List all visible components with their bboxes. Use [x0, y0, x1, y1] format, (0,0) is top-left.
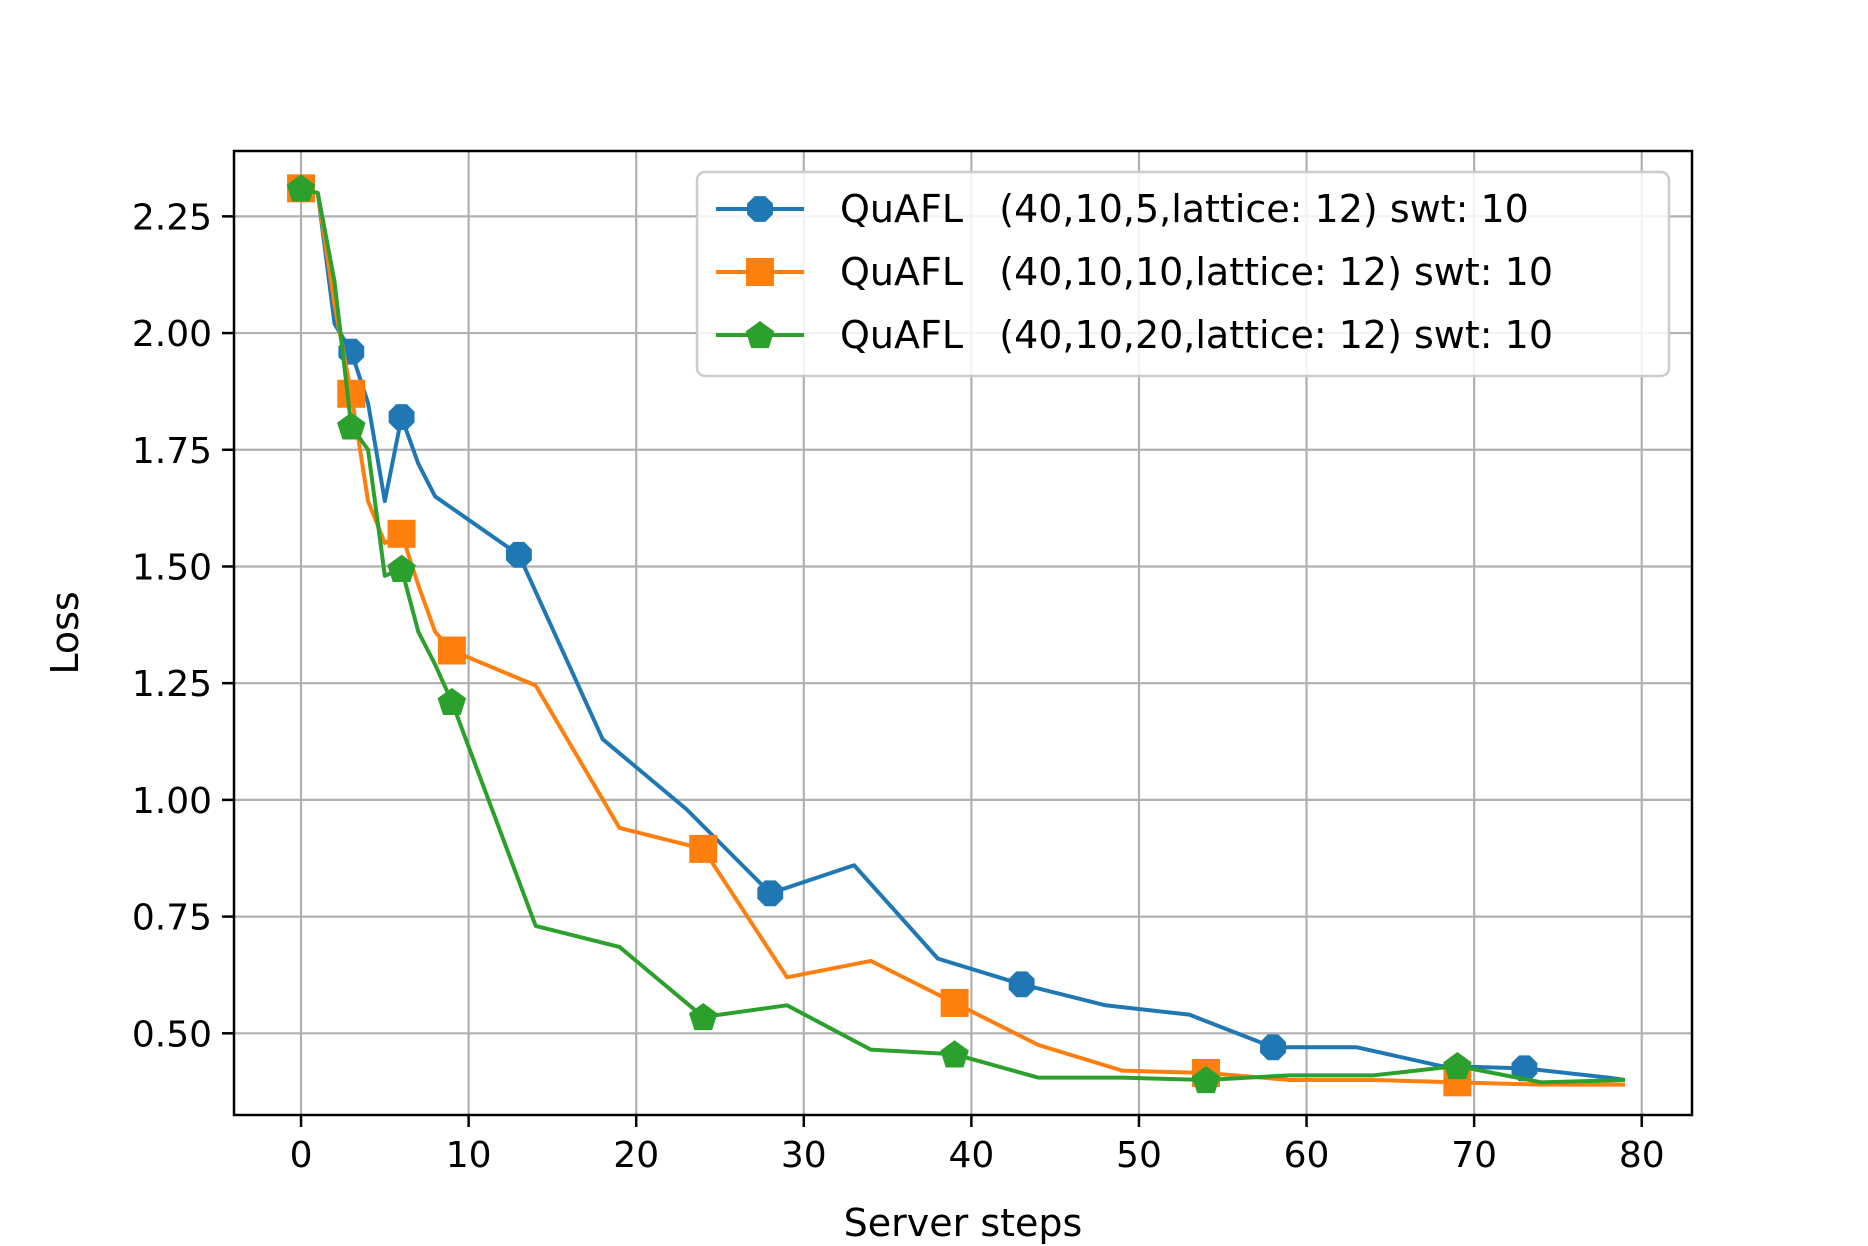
series-1-point — [388, 404, 415, 431]
x-tick-label: 30 — [781, 1135, 827, 1176]
legend-marker-3 — [745, 321, 775, 349]
y-tick-label: 2.25 — [132, 197, 212, 238]
series-3-point — [286, 174, 316, 202]
legend-box — [695, 170, 1671, 378]
series-1-point — [1511, 1055, 1538, 1082]
x-tick-label: 80 — [1619, 1135, 1665, 1176]
series-2-point — [940, 988, 969, 1017]
x-tick-label: 70 — [1451, 1135, 1497, 1176]
y-tick-label: 1.00 — [132, 781, 212, 822]
axis-ticks: 0 10 20 30 40 50 60 70 80 0.50 0.75 1.00 1.25 1.50 1.7… — [132, 197, 1665, 1176]
legend-label-3: QuAFL (40,10,20,lattice: 12) swt: 10 — [840, 313, 1553, 357]
x-tick-label: 40 — [948, 1135, 994, 1176]
series-3 — [286, 174, 1626, 1094]
series-3-point — [940, 1040, 969, 1068]
series-3-point — [688, 1002, 718, 1031]
x-tick-label: 10 — [446, 1135, 492, 1176]
y-tick-label: 1.50 — [132, 547, 212, 588]
series-2-line — [300, 186, 1625, 1087]
legend-marker-2 — [746, 258, 774, 286]
series-2-point — [689, 834, 718, 863]
series-1-point — [1260, 1034, 1286, 1061]
legend: QuAFL (40,10,5,lattice: 12) swt: 10 QuAFL… — [695, 170, 1671, 378]
legend-marker-1 — [747, 196, 773, 222]
legend-label-2: QuAFL (40,10,10,lattice: 12) swt: 10 — [840, 250, 1553, 294]
y-tick-label: 0.50 — [132, 1014, 212, 1055]
series-layer — [286, 174, 1626, 1097]
y-axis-label: Loss — [43, 591, 87, 674]
series-1-point — [757, 880, 784, 907]
series-3-point — [1191, 1065, 1221, 1094]
x-axis-label: Server steps — [844, 1201, 1083, 1245]
x-tick-label: 50 — [1116, 1135, 1162, 1176]
y-tick-label: 0.75 — [132, 898, 212, 939]
series-1-point — [1008, 971, 1035, 998]
series-3-point — [1443, 1051, 1472, 1080]
x-tick-label: 60 — [1284, 1135, 1330, 1176]
series-3-point — [437, 687, 467, 715]
series-3-line — [300, 186, 1626, 1085]
y-tick-label: 1.75 — [132, 431, 212, 472]
series-3-point — [387, 554, 416, 582]
plot-frame — [232, 149, 1694, 1117]
legend-label-1: QuAFL (40,10,5,lattice: 12) swt: 10 — [840, 187, 1529, 231]
series-2-point — [387, 519, 416, 548]
x-tick-label: 0 — [290, 1135, 313, 1176]
series-2-point — [437, 636, 466, 665]
y-tick-label: 2.00 — [132, 314, 212, 355]
series-1-point — [505, 541, 532, 568]
series-2-point — [337, 379, 366, 408]
series-3-point — [337, 412, 366, 440]
x-tick-label: 20 — [613, 1135, 659, 1176]
y-tick-label: 1.25 — [132, 664, 212, 705]
